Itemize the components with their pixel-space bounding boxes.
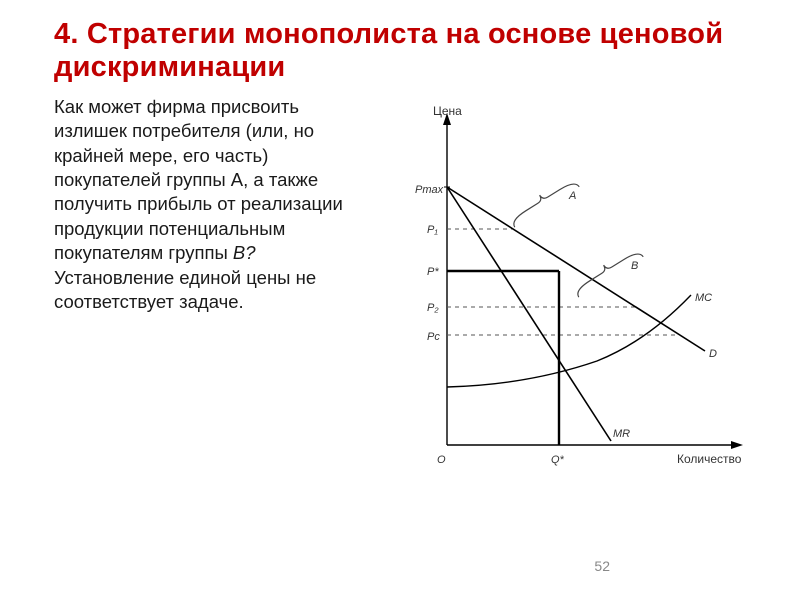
mr-line bbox=[447, 187, 611, 441]
chart-labels: Цена Количество Pmax P₁ P* P₂ Pc O Q* A … bbox=[415, 104, 742, 466]
y-axis-label: Цена bbox=[433, 104, 462, 118]
page-number: 52 bbox=[594, 558, 610, 574]
label-pstar: P* bbox=[427, 266, 439, 278]
slide: 4. Стратегии монополиста на основе ценов… bbox=[0, 0, 800, 600]
label-o: O bbox=[437, 454, 446, 466]
label-p2: P₂ bbox=[427, 302, 439, 314]
chart: Цена Количество Pmax P₁ P* P₂ Pc O Q* A … bbox=[382, 95, 772, 495]
body-em: В? bbox=[233, 242, 256, 263]
slide-title: 4. Стратегии монополиста на основе ценов… bbox=[54, 18, 772, 85]
label-mc: MC bbox=[695, 292, 712, 304]
label-pc: Pc bbox=[427, 331, 440, 343]
content-row: Как может фирма присвоить излишек потреб… bbox=[54, 95, 772, 495]
label-b: B bbox=[631, 260, 638, 272]
equilibrium-box bbox=[447, 271, 559, 445]
label-p1: P₁ bbox=[427, 224, 438, 236]
label-pmax: Pmax bbox=[415, 184, 444, 196]
label-mr: MR bbox=[613, 428, 630, 440]
chart-svg: Цена Количество Pmax P₁ P* P₂ Pc O Q* A … bbox=[382, 95, 772, 495]
body-pre: Как может фирма присвоить излишек потреб… bbox=[54, 96, 343, 263]
dashed-lines bbox=[447, 229, 679, 335]
axes bbox=[443, 113, 743, 449]
label-a: A bbox=[568, 190, 576, 202]
demand-line bbox=[447, 187, 705, 351]
body-text: Как может фирма присвоить излишек потреб… bbox=[54, 95, 364, 495]
x-axis-label: Количество bbox=[677, 452, 742, 466]
mc-curve bbox=[447, 295, 691, 387]
label-qstar: Q* bbox=[551, 454, 565, 466]
body-post: Установление единой цены не соответствуе… bbox=[54, 267, 316, 312]
label-d: D bbox=[709, 348, 717, 360]
